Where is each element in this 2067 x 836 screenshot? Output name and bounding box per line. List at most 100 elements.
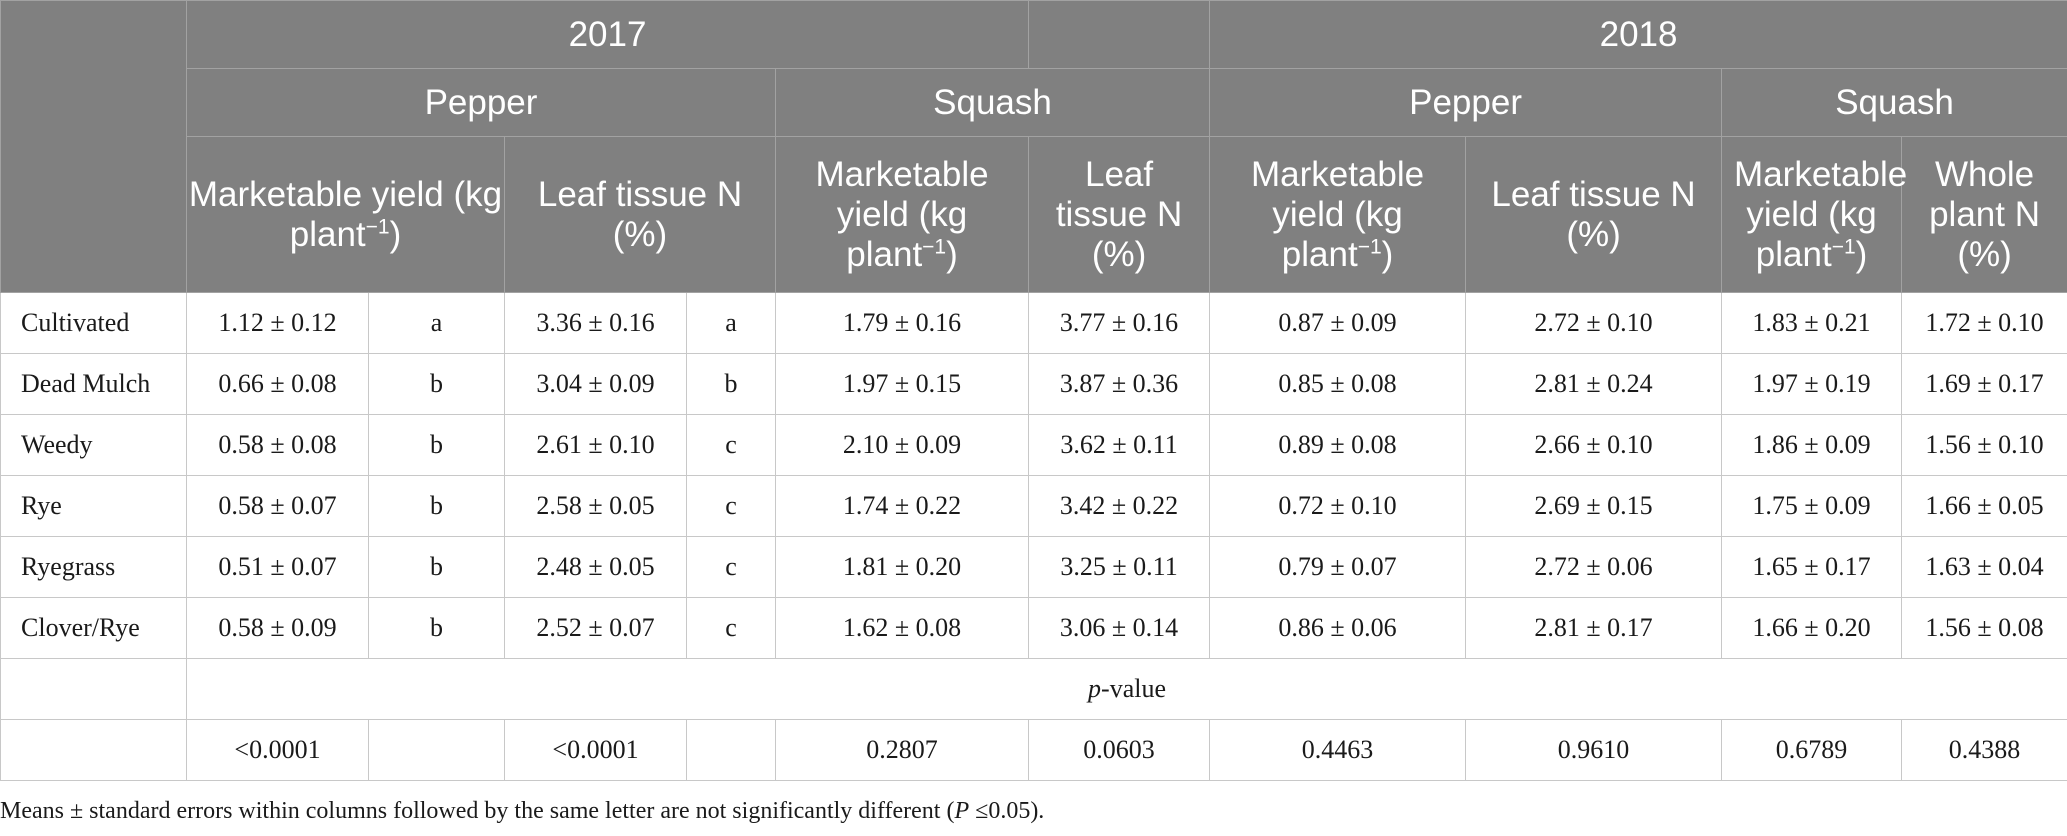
header-crop-2018-pepper: Pepper <box>1209 68 1723 137</box>
pvalue-label-rest: -value <box>1101 674 1166 703</box>
header-row-crop: Pepper Squash Pepper Squash <box>1 68 2067 137</box>
metric-yield-close: ) <box>389 214 402 254</box>
cell-value: 0.51 ± 0.07 <box>186 536 369 598</box>
pvalue-cell: 0.6789 <box>1721 719 1903 781</box>
metric-yield-sup: −1 <box>365 214 390 238</box>
cell-letter: c <box>686 475 776 537</box>
cell-value: 3.62 ± 0.11 <box>1028 414 1211 476</box>
row-label: Cultivated <box>0 292 187 354</box>
row-label: Rye <box>0 475 187 537</box>
pvalue-cell: <0.0001 <box>186 719 369 781</box>
metric-yield-close: ) <box>1855 234 1868 274</box>
cell-value: 1.75 ± 0.09 <box>1721 475 1903 537</box>
cell-letter: c <box>686 414 776 476</box>
cell-value: 3.04 ± 0.09 <box>504 353 687 415</box>
cell-value: 2.48 ± 0.05 <box>504 536 687 598</box>
pvalue-cell: 0.9610 <box>1465 719 1723 781</box>
metric-yield-text: Marketable yield (kg plant <box>815 154 989 274</box>
table-row: Ryegrass 0.51 ± 0.07 b 2.48 ± 0.05 c 1.8… <box>0 536 2067 598</box>
cell-value: 1.79 ± 0.16 <box>774 292 1030 354</box>
pvalue-label-row: p-value <box>0 658 2067 720</box>
cell-value: 1.63 ± 0.04 <box>1901 536 2067 598</box>
header-crop-2017-squash: Squash <box>774 68 1211 137</box>
cell-value: 1.12 ± 0.12 <box>186 292 369 354</box>
cell-value: 2.72 ± 0.10 <box>1465 292 1723 354</box>
row-label: Weedy <box>0 414 187 476</box>
cell-value: 2.81 ± 0.17 <box>1465 597 1723 659</box>
cell-value: 1.81 ± 0.20 <box>774 536 1030 598</box>
header-year-2017: 2017 <box>185 0 1030 69</box>
header-metric-2018-pepper-leafn: Leaf tissue N (%) <box>1465 136 1723 293</box>
cell-value: 0.58 ± 0.09 <box>186 597 369 659</box>
header-metric-2017-squash-yield: Marketable yield (kg plant−1) <box>774 136 1030 293</box>
header-metric-2018-pepper-yield: Marketable yield (kg plant−1) <box>1209 136 1467 293</box>
cell-value: 2.66 ± 0.10 <box>1465 414 1723 476</box>
metric-yield-text: Marketable yield (kg plant <box>1734 154 1908 274</box>
header-metric-2018-squash-wholen: Whole plant N (%) <box>1901 136 2067 293</box>
cell-letter: a <box>686 292 776 354</box>
pvalue-label-blank <box>0 658 187 720</box>
metric-yield-close: ) <box>1381 234 1394 274</box>
cell-value: 0.85 ± 0.08 <box>1209 353 1467 415</box>
pvalue-cell: 0.4463 <box>1209 719 1467 781</box>
cell-value: 2.72 ± 0.06 <box>1465 536 1723 598</box>
table-row: Cultivated 1.12 ± 0.12 a 3.36 ± 0.16 a 1… <box>0 292 2067 354</box>
cell-value: 0.89 ± 0.08 <box>1209 414 1467 476</box>
cell-value: 0.66 ± 0.08 <box>186 353 369 415</box>
cell-value: 1.97 ± 0.15 <box>774 353 1030 415</box>
pvalue-label: p-value <box>185 658 2067 720</box>
metric-yield-sup: −1 <box>1357 234 1382 258</box>
cell-value: 2.10 ± 0.09 <box>774 414 1030 476</box>
header-metric-2017-pepper-leafn: Leaf tissue N (%) <box>504 136 776 293</box>
pvalue-row-blank <box>0 719 187 781</box>
cell-value: 1.66 ± 0.20 <box>1721 597 1903 659</box>
header-metric-2018-squash-yield: Marketable yield (kg plant−1) <box>1721 136 1907 293</box>
cell-letter: b <box>368 414 505 476</box>
row-label: Dead Mulch <box>0 353 187 415</box>
cell-value: 3.42 ± 0.22 <box>1028 475 1211 537</box>
table-row: Weedy 0.58 ± 0.08 b 2.61 ± 0.10 c 2.10 ±… <box>0 414 2067 476</box>
cell-value: 3.06 ± 0.14 <box>1028 597 1211 659</box>
cell-letter: b <box>368 597 505 659</box>
cell-letter: b <box>686 353 776 415</box>
row-label: Ryegrass <box>0 536 187 598</box>
cell-value: 0.58 ± 0.08 <box>186 414 369 476</box>
metric-yield-sup: −1 <box>922 234 947 258</box>
cell-value: 1.69 ± 0.17 <box>1901 353 2067 415</box>
cell-value: 0.87 ± 0.09 <box>1209 292 1467 354</box>
cell-letter: a <box>368 292 505 354</box>
pvalue-cell: 0.0603 <box>1028 719 1211 781</box>
pvalue-letter-blank <box>368 719 505 781</box>
header-row-year: 2017 2018 <box>0 0 2067 293</box>
cell-value: 0.79 ± 0.07 <box>1209 536 1467 598</box>
header-crop-2018-squash: Squash <box>1721 68 2067 137</box>
pvalue-cell: 0.4388 <box>1901 719 2067 781</box>
cell-value: 1.74 ± 0.22 <box>774 475 1030 537</box>
cell-value: 2.58 ± 0.05 <box>504 475 687 537</box>
cell-value: 3.25 ± 0.11 <box>1028 536 1211 598</box>
cell-value: 1.72 ± 0.10 <box>1901 292 2067 354</box>
cell-value: 1.83 ± 0.21 <box>1721 292 1903 354</box>
header-corner <box>0 0 187 293</box>
table-row: Dead Mulch 0.66 ± 0.08 b 3.04 ± 0.09 b 1… <box>0 353 2067 415</box>
footnote-text: Means ± standard errors within columns f… <box>0 798 955 824</box>
cell-value: 2.81 ± 0.24 <box>1465 353 1723 415</box>
metric-yield-sup: −1 <box>1831 234 1856 258</box>
footnote-italic: P <box>954 798 970 824</box>
footnote-tail: ≤0.05). <box>969 798 1045 824</box>
cell-value: 1.56 ± 0.08 <box>1901 597 2067 659</box>
cell-value: 1.62 ± 0.08 <box>774 597 1030 659</box>
cell-value: 2.52 ± 0.07 <box>504 597 687 659</box>
table-row: Rye 0.58 ± 0.07 b 2.58 ± 0.05 c 1.74 ± 0… <box>0 475 2067 537</box>
cell-value: 1.66 ± 0.05 <box>1901 475 2067 537</box>
cell-value: 2.69 ± 0.15 <box>1465 475 1723 537</box>
cell-letter: c <box>686 536 776 598</box>
cell-value: 1.56 ± 0.10 <box>1901 414 2067 476</box>
metric-yield-text: Marketable yield (kg plant <box>188 174 503 254</box>
cell-value: 0.72 ± 0.10 <box>1209 475 1467 537</box>
cell-value: 1.97 ± 0.19 <box>1721 353 1903 415</box>
metric-yield-text: Marketable yield (kg plant <box>1250 154 1425 274</box>
header-row-metric: Marketable yield (kg plant−1) Leaf tissu… <box>1 136 2067 293</box>
cell-letter: b <box>368 353 505 415</box>
cell-value: 3.77 ± 0.16 <box>1028 292 1211 354</box>
